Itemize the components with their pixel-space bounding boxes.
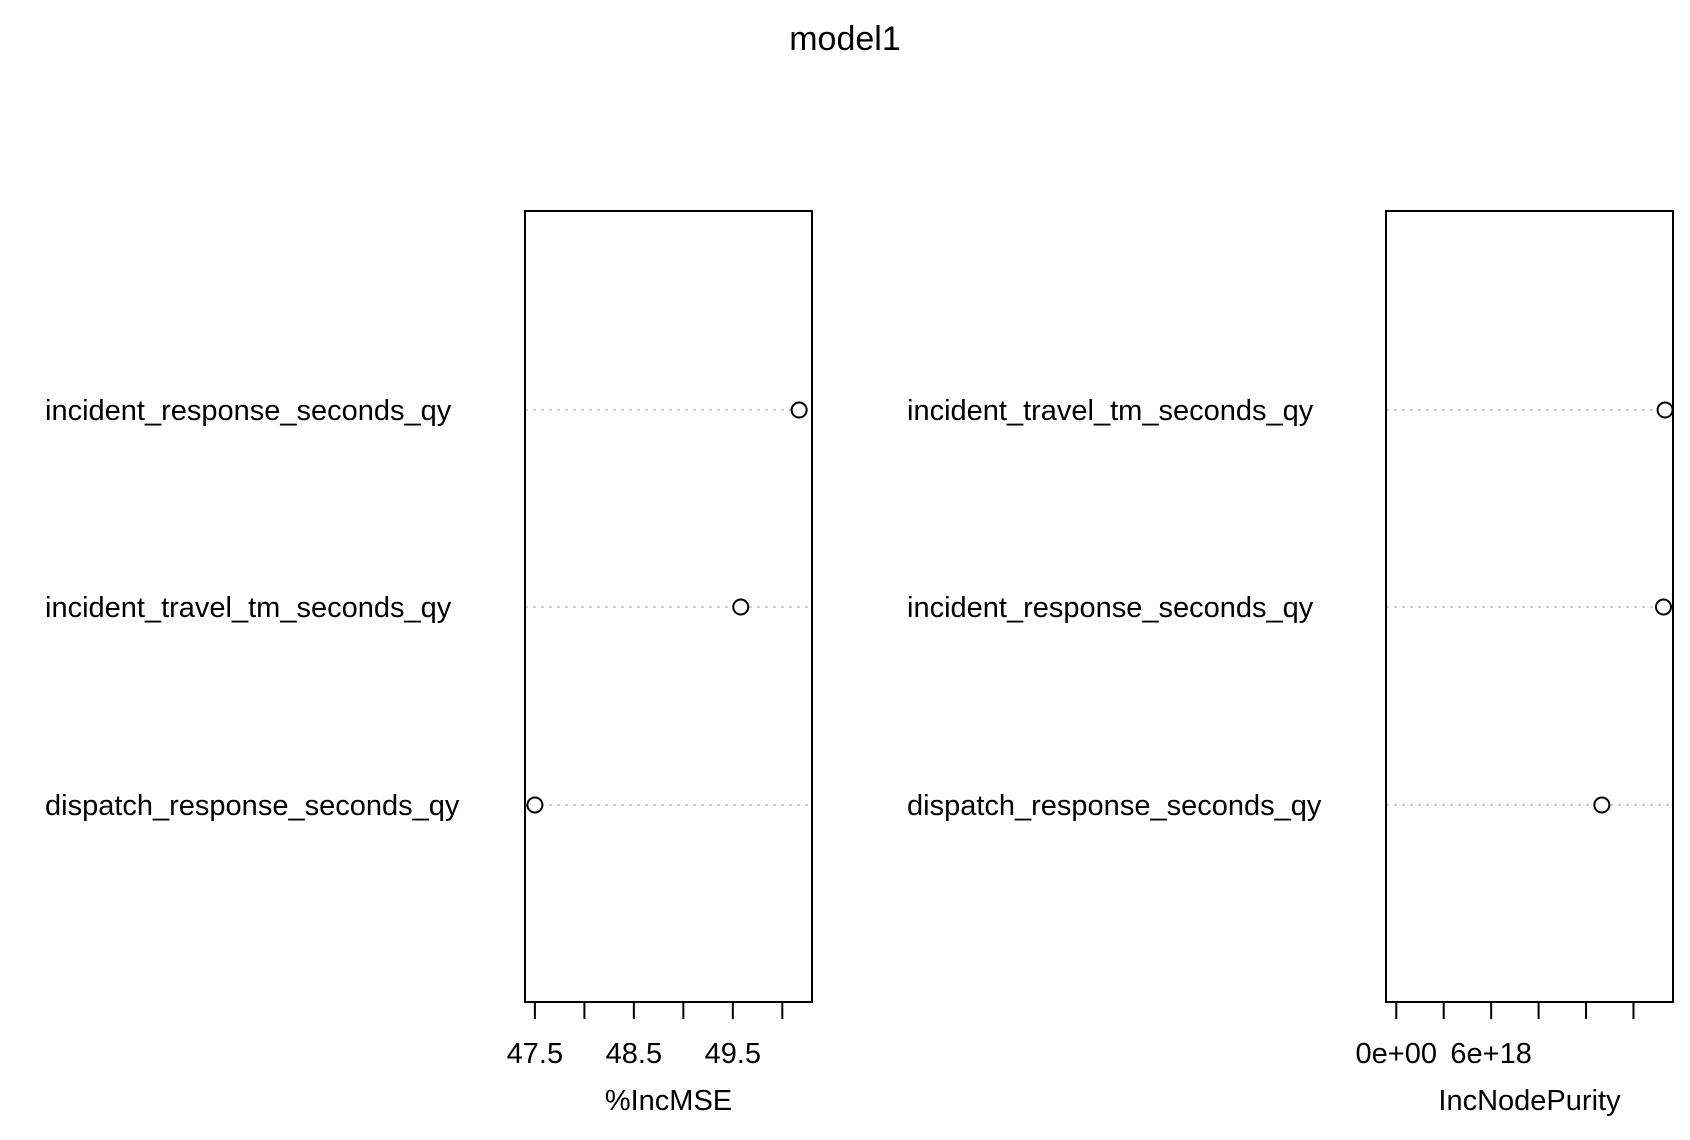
x-axis-title: IncNodePurity bbox=[1438, 1085, 1621, 1117]
variable-label: dispatch_response_seconds_qy bbox=[907, 790, 1322, 822]
plot-frame bbox=[524, 210, 813, 1003]
variable-label: incident_travel_tm_seconds_qy bbox=[45, 592, 452, 624]
x-tick-label: 47.5 bbox=[507, 1038, 563, 1070]
x-tick-label: 6e+18 bbox=[1450, 1038, 1531, 1070]
plot-frame bbox=[1385, 210, 1674, 1003]
variable-label: incident_response_seconds_qy bbox=[907, 592, 1314, 624]
panel-incmse: incident_response_seconds_qy incident_tra… bbox=[45, 210, 813, 1117]
x-tick-label: 49.5 bbox=[705, 1038, 761, 1070]
x-tick-label: 0e+00 bbox=[1356, 1038, 1437, 1070]
x-tick-label: 48.5 bbox=[606, 1038, 662, 1070]
importance-point bbox=[1656, 401, 1674, 419]
chart-title: model1 bbox=[789, 20, 901, 58]
variable-label: dispatch_response_seconds_qy bbox=[45, 790, 460, 822]
importance-point bbox=[1655, 598, 1673, 616]
importance-point bbox=[732, 598, 750, 616]
importance-point bbox=[526, 796, 544, 814]
importance-point bbox=[790, 401, 808, 419]
importance-point bbox=[1593, 796, 1611, 814]
panel-incnodepurity: incident_travel_tm_seconds_qy incident_re… bbox=[907, 210, 1674, 1117]
variable-label: incident_travel_tm_seconds_qy bbox=[907, 395, 1314, 427]
variable-label: incident_response_seconds_qy bbox=[45, 395, 452, 427]
x-axis-title: %IncMSE bbox=[605, 1085, 732, 1117]
